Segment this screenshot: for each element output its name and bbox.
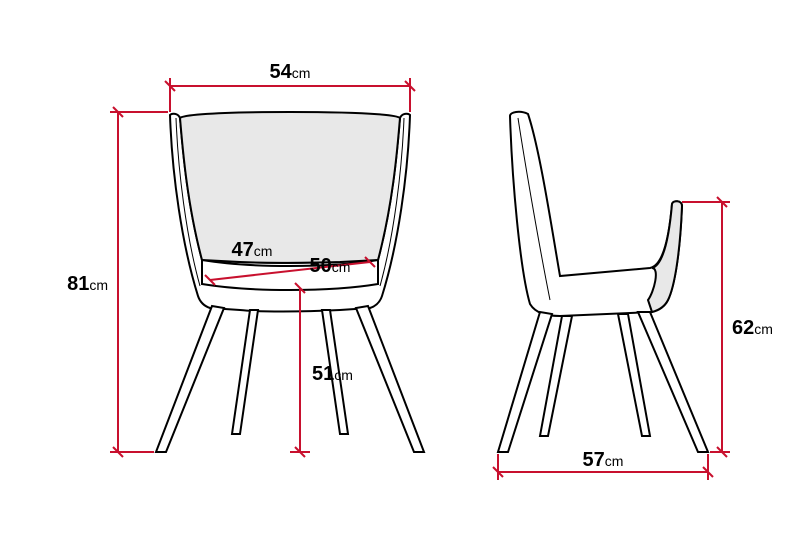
dim-side-depth: 57cm (493, 449, 713, 480)
chair-front-leg-2 (232, 310, 258, 434)
chair-front-leg-4 (356, 306, 424, 452)
chair-front-leg-1 (156, 306, 224, 452)
dim-front-width: 54cm (165, 61, 415, 112)
dim-label-54: 54cm (270, 61, 311, 83)
dim-label-62: 62cm (732, 317, 773, 339)
chair-side (498, 112, 708, 452)
chair-side-leg-front-2 (618, 314, 650, 436)
dim-label-51: 51cm (312, 363, 353, 385)
dim-label-81: 81cm (67, 273, 108, 295)
dim-label-50: 50cm (310, 255, 351, 277)
chair-front (156, 112, 424, 452)
dim-front-height: 81cm (67, 107, 168, 457)
dim-side-back-height: 62cm (682, 197, 773, 457)
dim-label-57: 57cm (583, 449, 624, 471)
chair-front-inside (180, 112, 400, 263)
dim-label-47: 47cm (232, 239, 273, 261)
dim-front-seat-depth: 50cm (310, 255, 351, 277)
chair-side-arm-shade (648, 201, 682, 312)
